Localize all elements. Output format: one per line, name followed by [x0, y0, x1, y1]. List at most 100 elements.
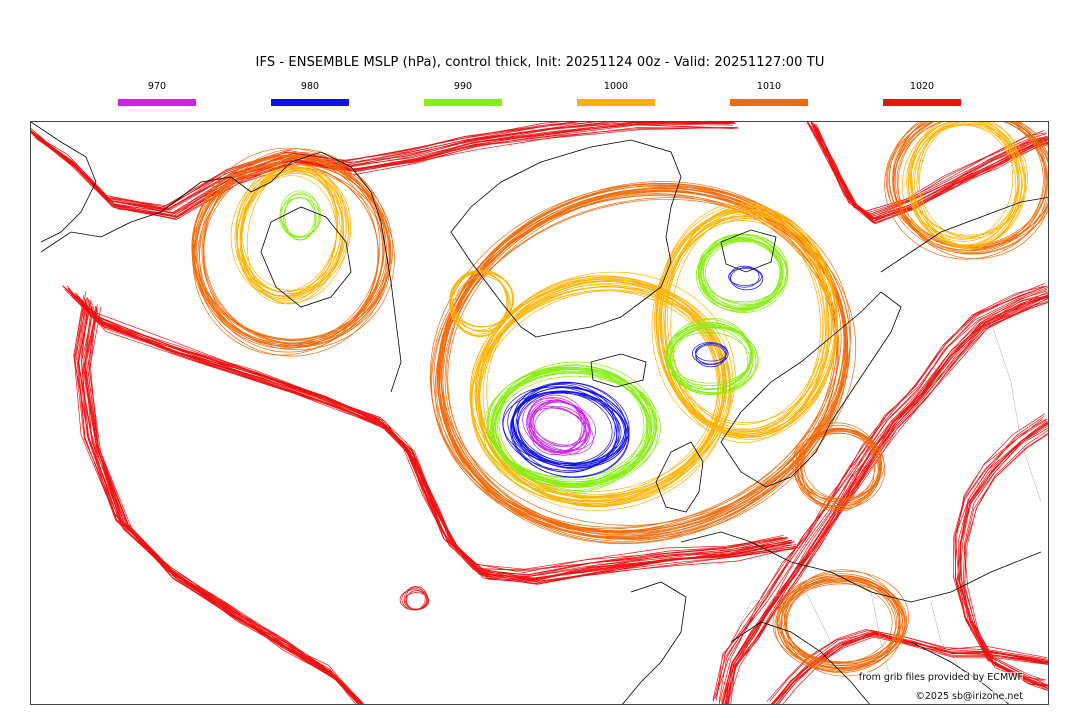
- isobar-1010: [792, 422, 881, 507]
- pressure-legend: 970 980 990 1000 1010 1020: [0, 80, 1080, 112]
- legend-swatch: [424, 99, 502, 106]
- isobar-1010: [438, 187, 848, 540]
- isobar-1000: [914, 122, 1025, 247]
- isobar-1010: [778, 579, 906, 667]
- isobar-1000: [659, 210, 834, 423]
- isobar-990: [488, 366, 648, 479]
- legend-swatch: [577, 99, 655, 106]
- isobar-1020: [957, 421, 1048, 687]
- isobar-1020: [404, 585, 428, 610]
- isobar-1020: [88, 310, 360, 704]
- isobar-1020: [959, 420, 1048, 687]
- isobar-970: [530, 401, 591, 446]
- isobar-990: [673, 317, 751, 390]
- isobar-1010: [442, 193, 838, 544]
- isobar-1020: [33, 122, 736, 214]
- isobar-1010: [800, 431, 880, 503]
- isobar-1000: [240, 167, 352, 294]
- legend-swatch: [730, 99, 808, 106]
- svalbard-coastline: [720, 229, 777, 273]
- alaska-coastline: [31, 122, 97, 243]
- isobar-1020: [76, 295, 797, 585]
- isobar-980: [507, 386, 627, 469]
- isobar-980: [730, 267, 764, 291]
- isobar-1000: [656, 211, 832, 437]
- isobar-1020: [726, 296, 1048, 704]
- isobar-1020: [399, 589, 428, 611]
- isobar-1000: [454, 276, 511, 333]
- isobar-1000: [234, 171, 344, 297]
- isobar-1010: [193, 163, 395, 351]
- isobar-1020: [31, 122, 582, 209]
- legend-item-990: 990: [424, 80, 502, 106]
- isobar-1020: [38, 127, 738, 217]
- isobar-1020: [958, 422, 1048, 687]
- isobar-980: [502, 392, 622, 465]
- isobar-1010: [437, 195, 840, 533]
- legend-item-1000: 1000: [577, 80, 655, 106]
- isobar-1010: [192, 155, 387, 340]
- isobar-1020: [730, 300, 1048, 704]
- map-svg: [31, 122, 1048, 704]
- isobar-1010: [431, 191, 838, 533]
- isobar-1020: [715, 286, 1044, 701]
- mslp-map: [30, 121, 1049, 705]
- legend-label: 1000: [603, 81, 629, 92]
- isobar-1020: [954, 418, 1045, 682]
- isobar-1020: [782, 634, 1048, 704]
- isobar-1010: [199, 157, 384, 353]
- isobar-1020: [724, 295, 1048, 704]
- provider-credit: from grib files provided by ECMWF: [858, 672, 1023, 683]
- isobar-1020: [71, 293, 792, 581]
- legend-label: 970: [147, 81, 167, 92]
- isobar-990: [702, 233, 789, 309]
- isobar-1010: [884, 122, 1048, 260]
- isobar-1020: [31, 122, 733, 213]
- isobar-1010: [193, 166, 392, 347]
- isobar-1020: [817, 127, 1048, 224]
- isobar-1000: [236, 164, 347, 301]
- isobar-1000: [240, 167, 337, 305]
- legend-item-1010: 1010: [730, 80, 808, 106]
- isobar-1000: [662, 212, 826, 443]
- isobar-1000: [660, 217, 821, 436]
- isobar-970: [528, 399, 583, 455]
- isobar-1020: [721, 294, 1048, 704]
- isobar-990: [497, 364, 649, 491]
- isobar-1000: [469, 276, 730, 502]
- isobar-1020: [778, 636, 1048, 704]
- isobar-1020: [772, 633, 1048, 704]
- legend-label: 990: [453, 81, 473, 92]
- isobar-990: [698, 234, 788, 303]
- isobar-1020: [720, 288, 1048, 703]
- isobar-980: [692, 342, 729, 365]
- isobar-1000: [240, 170, 347, 294]
- chart-title: IFS - ENSEMBLE MSLP (hPa), control thick…: [255, 55, 825, 70]
- isobar-1010: [433, 194, 847, 532]
- isobar-990: [665, 323, 753, 386]
- isobar-1020: [722, 295, 1048, 704]
- isobar-1000: [478, 280, 734, 497]
- isobar-1010: [203, 151, 391, 344]
- isobar-1010: [784, 580, 906, 670]
- legend-item-970: 970: [118, 80, 196, 106]
- isobar-1000: [470, 286, 726, 501]
- isobar-1020: [714, 285, 1048, 699]
- greenland-coastline: [450, 139, 682, 338]
- europe-coastline: [622, 531, 1042, 704]
- isobar-1010: [800, 428, 881, 510]
- isobar-1010: [437, 186, 852, 528]
- legend-item-980: 980: [271, 80, 349, 106]
- isobar-1020: [952, 413, 1045, 681]
- isobar-980: [728, 267, 762, 286]
- isobar-1010: [191, 156, 384, 344]
- isobar-1020: [74, 292, 794, 581]
- legend-label: 1010: [756, 81, 782, 92]
- isobar-1020: [727, 302, 1048, 704]
- isobar-1000: [470, 280, 720, 498]
- isobar-990: [703, 240, 784, 304]
- isobar-990: [284, 192, 317, 241]
- isobar-1010: [778, 578, 907, 663]
- isobar-990: [666, 322, 752, 395]
- iceland-coastline: [590, 353, 647, 388]
